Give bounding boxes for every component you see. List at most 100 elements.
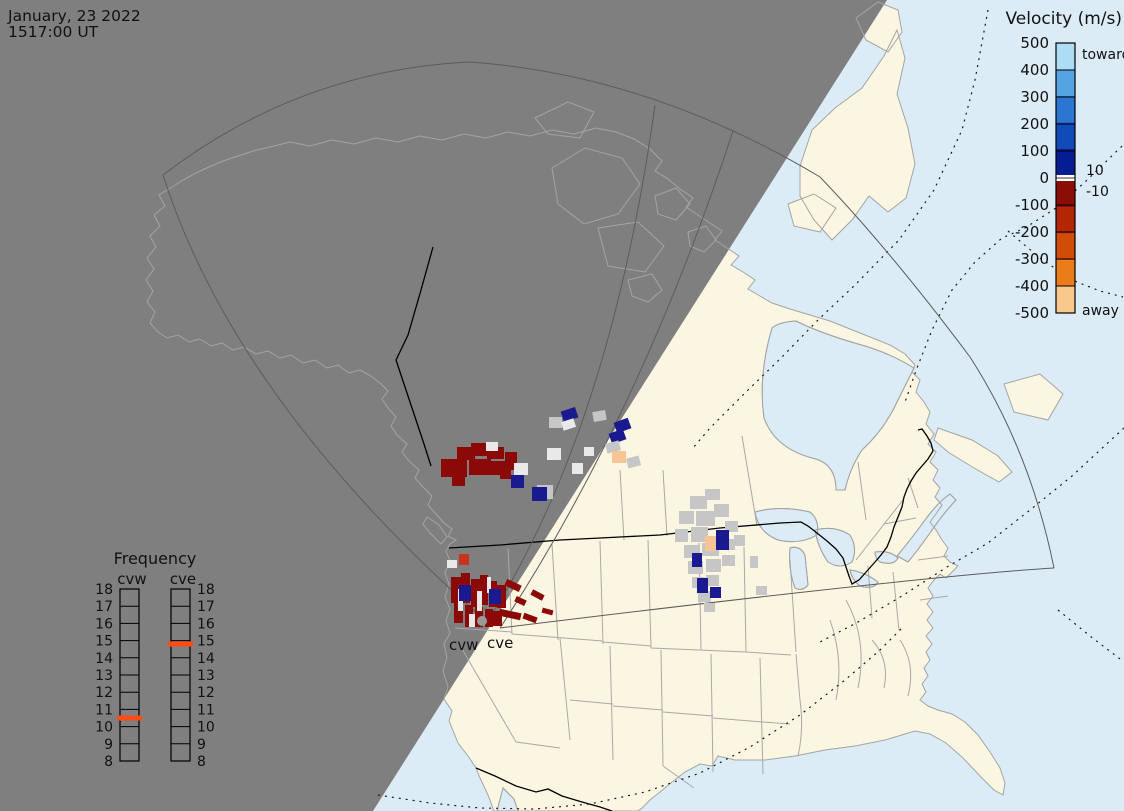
velocity-patch-g1: [690, 496, 707, 509]
velocity-patch-aw: [497, 585, 506, 608]
velocity-patch-aw: [522, 612, 538, 624]
velocity-patch-aw: [541, 607, 554, 616]
colorbar-segment-away: [1056, 260, 1075, 287]
frequency-tick-label: 9: [197, 737, 206, 753]
velocity-patch-g2: [560, 418, 577, 431]
frequency-tick-label: 16: [197, 616, 215, 632]
velocity-patch-g1: [604, 440, 622, 454]
fov-cvw-right-edge: [486, 104, 656, 623]
frequency-tick-label: 12: [197, 685, 215, 701]
colorbar-tick-label: -500: [1015, 304, 1049, 322]
colorbar-segment-toward: [1056, 122, 1075, 149]
colorbar-tick-label: 200: [1020, 115, 1049, 133]
colorbar-tick-label: -100: [1015, 196, 1049, 214]
velocity-patch-tw: [489, 589, 501, 604]
velocity-patch-g1: [698, 591, 711, 602]
velocity-patch-tw: [608, 428, 627, 445]
velocity-data-patches: [441, 406, 767, 627]
velocity-patch-g1: [549, 417, 562, 428]
frequency-tick-label: 16: [95, 616, 113, 632]
velocity-patch-aw: [469, 459, 491, 475]
velocity-patch-g1: [722, 555, 735, 566]
frequency-tick-label: 8: [104, 754, 113, 770]
frequency-tick-label: 11: [197, 702, 215, 718]
colorbar-tick-label: -200: [1015, 223, 1049, 241]
velocity-patch-g2: [487, 577, 491, 593]
frequency-tick-label: 17: [197, 599, 215, 615]
velocity-patch-g2: [477, 591, 482, 611]
velocity-patch-aw: [493, 611, 502, 626]
colorbar-segment-toward: [1056, 69, 1075, 96]
map-label-cvw: cvw: [449, 636, 478, 654]
frequency-legend: Frequency cvw cve 1817161514131211109818…: [95, 549, 215, 770]
frequency-col-cvw: cvw: [117, 570, 146, 588]
frequency-tick-label: 13: [95, 668, 113, 684]
velocity-patch-g2: [469, 614, 475, 627]
velocity-patch-g1: [714, 504, 729, 517]
colorbar-frame: [1055, 42, 1076, 314]
velocity-patch-g1: [705, 489, 720, 500]
night-terminator-shade: [0, 0, 887, 811]
frequency-tick-label: 9: [104, 737, 113, 753]
frequency-tick-label: 17: [95, 599, 113, 615]
zero-upper-label: 10: [1086, 163, 1104, 179]
toward-label: toward: [1082, 47, 1124, 63]
velocity-patch-aw: [514, 595, 527, 607]
velocity-patch-g2: [547, 448, 561, 460]
away-label: away: [1082, 303, 1119, 319]
velocity-patch-g1: [625, 455, 642, 469]
velocity-patch-g2: [486, 442, 498, 451]
velocity-patch-lo: [705, 536, 716, 551]
velocity-legend: Velocity (m/s) 500 400 300 200 100 0 -100 -200 -…: [1005, 9, 1124, 322]
velocity-patch-g2: [447, 560, 457, 568]
colorbar-tick-label: 400: [1020, 61, 1049, 79]
velocity-patch-aw: [498, 608, 522, 621]
velocity-patch-g1: [725, 521, 738, 532]
frequency-tick-label: 12: [95, 685, 113, 701]
colorbar-segment-away: [1056, 233, 1075, 261]
radar-fov-outline: [162, 61, 1055, 629]
velocity-patch-g2: [584, 447, 594, 456]
velocity-patch-g2: [572, 463, 583, 474]
velocity-patch-tw: [692, 553, 702, 567]
velocity-patch-g1: [592, 409, 607, 423]
velocity-patch-aw: [457, 447, 475, 460]
frequency-marker-cve: [168, 641, 193, 647]
frequency-tick-label: 8: [197, 754, 206, 770]
velocity-legend-title: Velocity (m/s): [1005, 9, 1122, 29]
map-label-cve: cve: [487, 634, 513, 652]
velocity-patch-aw: [500, 470, 511, 479]
velocity-patch-aw: [480, 575, 488, 605]
frequency-bar-frame: [119, 588, 140, 762]
velocity-patch-g2: [514, 463, 528, 475]
frequency-col-cve: cve: [170, 570, 196, 588]
velocity-patch-g1: [679, 511, 694, 524]
colorbar-tick-label: -400: [1015, 277, 1049, 295]
fov-cve-left-edge: [499, 130, 734, 629]
velocity-patch-aw: [485, 609, 493, 627]
colorbar-segment-toward: [1056, 43, 1075, 70]
velocity-patch-g1: [706, 575, 719, 586]
colorbar-segment-away: [1056, 207, 1075, 234]
frequency-tick-label: 14: [95, 651, 113, 667]
zero-lower-label: -10: [1086, 184, 1109, 200]
fov-west-edge: [162, 174, 488, 623]
frequency-tick-label: 14: [197, 651, 215, 667]
velocity-patch-tw: [511, 475, 524, 488]
colorbar-segment-away: [1056, 286, 1075, 313]
radar-site-dot: [477, 616, 487, 626]
fov-outer-arc: [162, 61, 1055, 569]
velocity-patch-aw: [451, 577, 461, 603]
frequency-tick-label: 13: [197, 668, 215, 684]
timestamp: January, 23 2022 1517:00 UT: [7, 7, 141, 41]
frequency-tick-label: 10: [95, 720, 113, 736]
velocity-patch-aw: [530, 589, 545, 601]
velocity-patch-g1: [756, 586, 767, 595]
frequency-tick-label: 15: [197, 634, 215, 650]
colorbar-segment-toward: [1056, 148, 1075, 175]
frequency-tick-label: 10: [197, 720, 215, 736]
velocity-patch-g1: [696, 511, 715, 526]
